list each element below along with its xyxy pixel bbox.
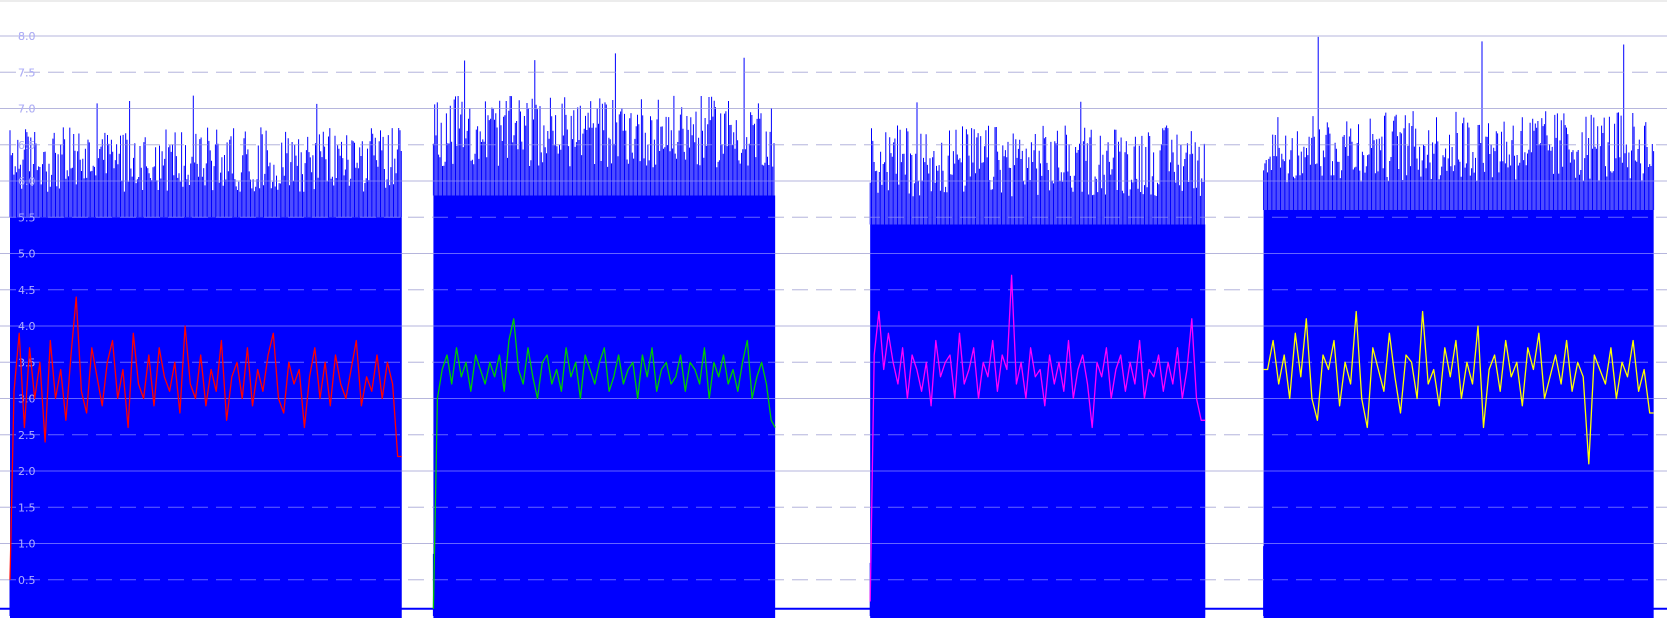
y-tick-label: 6.0 bbox=[18, 175, 36, 188]
background-peaks-4 bbox=[1263, 36, 1655, 210]
y-tick-label: 5.5 bbox=[18, 211, 36, 224]
series-line-3 bbox=[869, 274, 1206, 602]
background-segment-4 bbox=[1263, 210, 1654, 618]
background-segment-2 bbox=[433, 195, 776, 618]
y-tick-label: 1.0 bbox=[18, 538, 36, 551]
foreground-series bbox=[9, 274, 1654, 609]
background-peaks-3 bbox=[869, 101, 1205, 225]
background-series bbox=[0, 36, 1667, 618]
y-tick-label: 8.0 bbox=[18, 30, 36, 43]
y-tick-label: 2.0 bbox=[18, 465, 36, 478]
y-tick-label: 7.5 bbox=[18, 66, 36, 79]
y-tick-label: 2.5 bbox=[18, 429, 36, 442]
y-tick-label: 6.5 bbox=[18, 139, 36, 152]
y-tick-label: 5.0 bbox=[18, 248, 36, 261]
y-tick-label: 0.5 bbox=[18, 574, 36, 587]
chart-grid-overlay bbox=[0, 35, 1667, 581]
background-fringe-1 bbox=[9, 504, 401, 616]
series-line-2 bbox=[432, 318, 776, 609]
background-segment-3 bbox=[870, 224, 1206, 618]
y-axis-ticks-overlay: 8.07.57.06.56.05.55.04.54.03.53.02.52.01… bbox=[18, 30, 36, 587]
background-peaks-1 bbox=[9, 95, 402, 218]
y-tick-label: 1.5 bbox=[18, 501, 36, 514]
background-peaks-2 bbox=[432, 53, 775, 196]
y-tick-label: 4.0 bbox=[18, 320, 36, 333]
y-tick-label: 4.5 bbox=[18, 284, 36, 297]
y-tick-label: 7.0 bbox=[18, 103, 36, 116]
series-line-1 bbox=[9, 296, 402, 580]
series-line-4 bbox=[1263, 310, 1654, 465]
